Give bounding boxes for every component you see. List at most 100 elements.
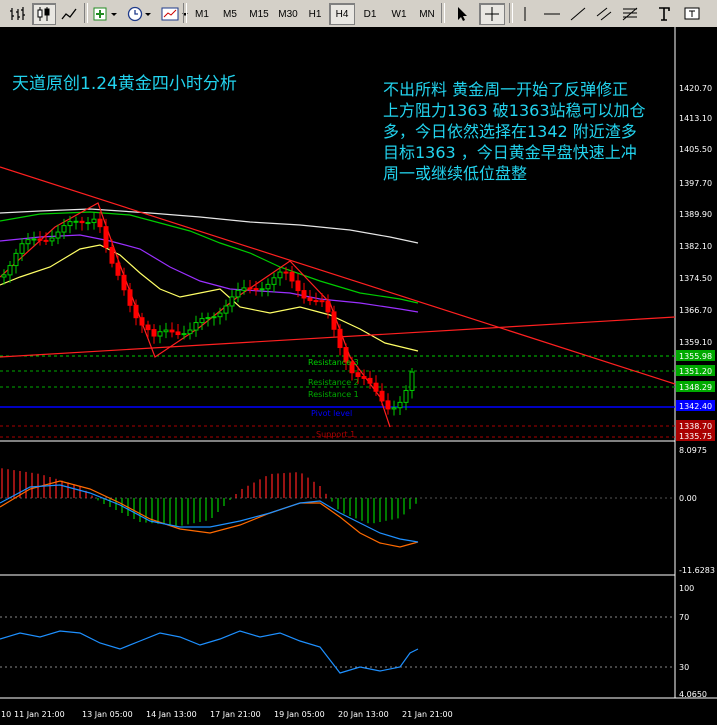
candle-body: [271, 277, 277, 285]
analysis-line-3: 多，今日依然选择在1342 附近渣多: [383, 122, 637, 141]
candle-body: [403, 389, 409, 403]
label-tool-icon[interactable]: [680, 3, 704, 25]
macd-tick: 0.00: [679, 494, 697, 503]
templates-icon[interactable]: [158, 3, 192, 25]
text-tool-icon[interactable]: [652, 3, 676, 25]
candle-body: [325, 300, 331, 313]
timeframe-m1-button[interactable]: M1: [195, 8, 209, 20]
time-tick: 14 Jan 13:00: [146, 710, 197, 719]
candle-body: [397, 401, 403, 409]
time-tick: 11 Jan 21:00: [14, 710, 65, 719]
candle-body: [49, 237, 55, 242]
candle-body: [259, 288, 265, 291]
channel-icon[interactable]: [592, 3, 616, 25]
price-tick: 1405.50: [679, 145, 712, 154]
candle-body: [373, 382, 379, 392]
rsi-tick: 70: [679, 613, 689, 622]
price-tick: 1366.70: [679, 306, 712, 315]
macd-tick: -11.6283: [679, 566, 715, 575]
candle-body: [217, 312, 223, 318]
candle-body: [283, 271, 289, 274]
candle-body: [181, 333, 187, 336]
candle-body: [127, 289, 133, 306]
resistance-3-label: Resistance 3: [308, 358, 359, 367]
macd-axis: 8.0975 0.00 -11.6283: [679, 446, 715, 575]
vertical-line-icon[interactable]: [514, 3, 536, 25]
candle-body: [103, 226, 109, 248]
price-tag: 1351.20: [679, 367, 712, 376]
candle-body: [151, 329, 157, 337]
candle-body: [277, 271, 283, 279]
analysis-text: 不出所料 黄金周一开始了反弹修正 上方阻力1363 破1363站稳可以加仓 多，…: [383, 80, 646, 183]
analysis-line-4: 目标1363 ，今日黄金早盘快速上冲: [383, 143, 637, 162]
candle-body: [343, 347, 349, 363]
rsi-axis: 100 70 30 4.0650: [679, 584, 707, 699]
candle-body: [319, 300, 325, 303]
horizontal-line-icon[interactable]: [540, 3, 564, 25]
candle-body: [211, 316, 217, 319]
fibonacci-icon[interactable]: [618, 3, 642, 25]
cursor-icon[interactable]: [450, 3, 474, 25]
candle-body: [337, 328, 343, 349]
bar-chart-icon[interactable]: [6, 3, 28, 25]
line-chart-icon[interactable]: [58, 3, 80, 25]
time-tick: 13 Jan 05:00: [82, 710, 133, 719]
candlestick-icon[interactable]: [32, 3, 56, 25]
rsi-tick: 100: [679, 584, 694, 593]
analysis-line-1: 不出所料 黄金周一开始了反弹修正: [383, 80, 628, 99]
timeframe-h4-button[interactable]: H4: [329, 3, 355, 25]
price-tick: 1374.50: [679, 274, 712, 283]
chart-toolbar: M1 M5 M15 M30 H1 H4 D1 W1 MN: [0, 0, 717, 28]
timeframe-mn-button[interactable]: MN: [419, 8, 435, 20]
zoom-in-icon[interactable]: [90, 3, 122, 25]
candle-body: [331, 311, 337, 330]
price-tick: 1420.70: [679, 84, 712, 93]
timeframe-m15-button[interactable]: M15: [249, 8, 269, 20]
macd-main-line: [0, 484, 419, 543]
time-tick: 10: [1, 710, 11, 719]
timeframe-m5-button[interactable]: M5: [223, 8, 237, 20]
candle-body: [169, 329, 175, 333]
timeframe-d1-button[interactable]: D1: [363, 8, 377, 20]
candle-body: [61, 225, 67, 233]
price-chart[interactable]: Resistance 3 Resistance 2 Resistance 1 P…: [0, 27, 717, 725]
resistance-trendline: [0, 166, 676, 385]
candle-body: [385, 400, 391, 410]
candle-body: [175, 331, 181, 336]
candle-body: [43, 239, 49, 242]
candle-body: [145, 324, 151, 331]
price-tick: 1359.10: [679, 338, 712, 347]
timeframe-m30-button[interactable]: M30: [278, 8, 298, 20]
price-axis: 1420.70 1413.10 1405.50 1397.70 1389.90 …: [679, 84, 712, 347]
candle-body: [139, 317, 145, 326]
candle-body: [37, 238, 43, 241]
candle-body: [253, 288, 259, 291]
candle-body: [241, 287, 247, 291]
candle-body: [289, 271, 295, 282]
candle-body: [391, 407, 397, 410]
analysis-line-5: 周一或继续低位盘整: [383, 164, 527, 183]
candle-body: [409, 371, 415, 391]
candle-body: [229, 296, 235, 307]
timeframe-w1-button[interactable]: W1: [391, 8, 407, 20]
price-tag: 1355.98: [679, 352, 712, 361]
price-tag: 1348.29: [679, 383, 712, 392]
price-tag: 1342.40: [679, 402, 712, 411]
candles-group: [1, 211, 415, 416]
time-tick: 20 Jan 13:00: [338, 710, 389, 719]
candle-body: [19, 243, 25, 254]
candle-body: [115, 262, 121, 276]
candle-body: [223, 305, 229, 314]
trendline-icon[interactable]: [566, 3, 590, 25]
candle-body: [367, 377, 373, 384]
pivot-label: Pivot level: [311, 409, 352, 418]
timeframe-h1-button[interactable]: H1: [308, 8, 322, 20]
candle-body: [379, 390, 385, 402]
price-tag: 1338.70: [679, 422, 712, 431]
ma-white-line: [0, 208, 419, 244]
crosshair-icon[interactable]: [479, 3, 505, 25]
resistance-2-label: Resistance 2: [308, 378, 359, 387]
candle-body: [247, 287, 253, 290]
candle-body: [13, 252, 19, 267]
clock-periods-icon[interactable]: [124, 3, 156, 25]
